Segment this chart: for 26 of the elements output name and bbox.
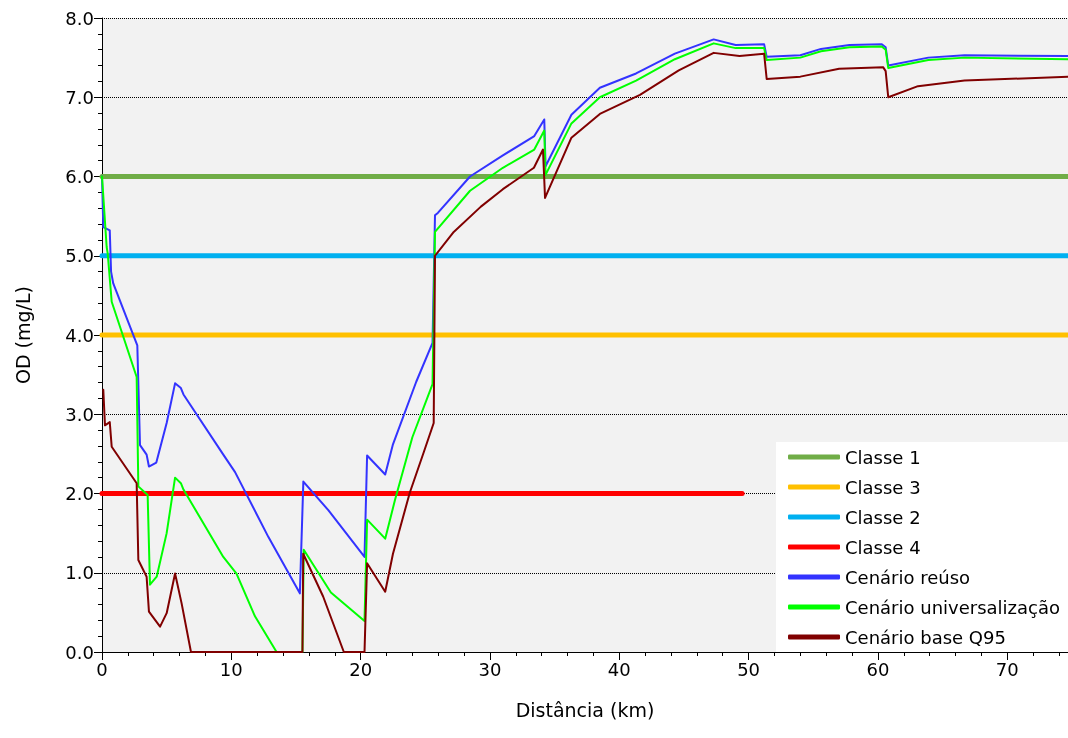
legend-label: Cenário base Q95 [845, 626, 1006, 648]
y-tick-label: 5.0 [65, 245, 94, 267]
y-tick-label: 7.0 [65, 86, 94, 108]
x-axis-title: Distância (km) [515, 698, 655, 721]
y-tick-label: 6.0 [65, 166, 94, 187]
x-tick-label: 60 [866, 658, 890, 680]
y-tick-label: 2.0 [65, 483, 94, 504]
y-tick-label: 3.0 [65, 403, 94, 425]
y-tick-label: 8.0 [65, 7, 94, 29]
legend-label: Classe 1 [845, 446, 921, 468]
x-tick-label: 50 [737, 658, 761, 680]
y-tick-label: 0.0 [65, 641, 94, 663]
x-tick-label: 70 [995, 658, 1019, 680]
y-tick-label: 4.0 [65, 324, 94, 346]
x-tick-label: 40 [607, 658, 631, 680]
x-tick-label: 0 [96, 658, 108, 680]
legend-label: Cenário reúso [845, 566, 971, 588]
x-tick-label: 10 [219, 658, 243, 680]
legend-label: Classe 2 [845, 506, 921, 528]
legend-label: Classe 3 [845, 476, 921, 498]
legend-label: Classe 4 [845, 536, 921, 558]
y-tick-label: 1.0 [65, 562, 94, 584]
x-tick-label: 20 [349, 658, 373, 680]
x-tick-label: 30 [478, 658, 502, 680]
y-axis-title: OD (mg/L) [11, 285, 34, 385]
legend-label: Cenário universalização [845, 596, 1061, 618]
